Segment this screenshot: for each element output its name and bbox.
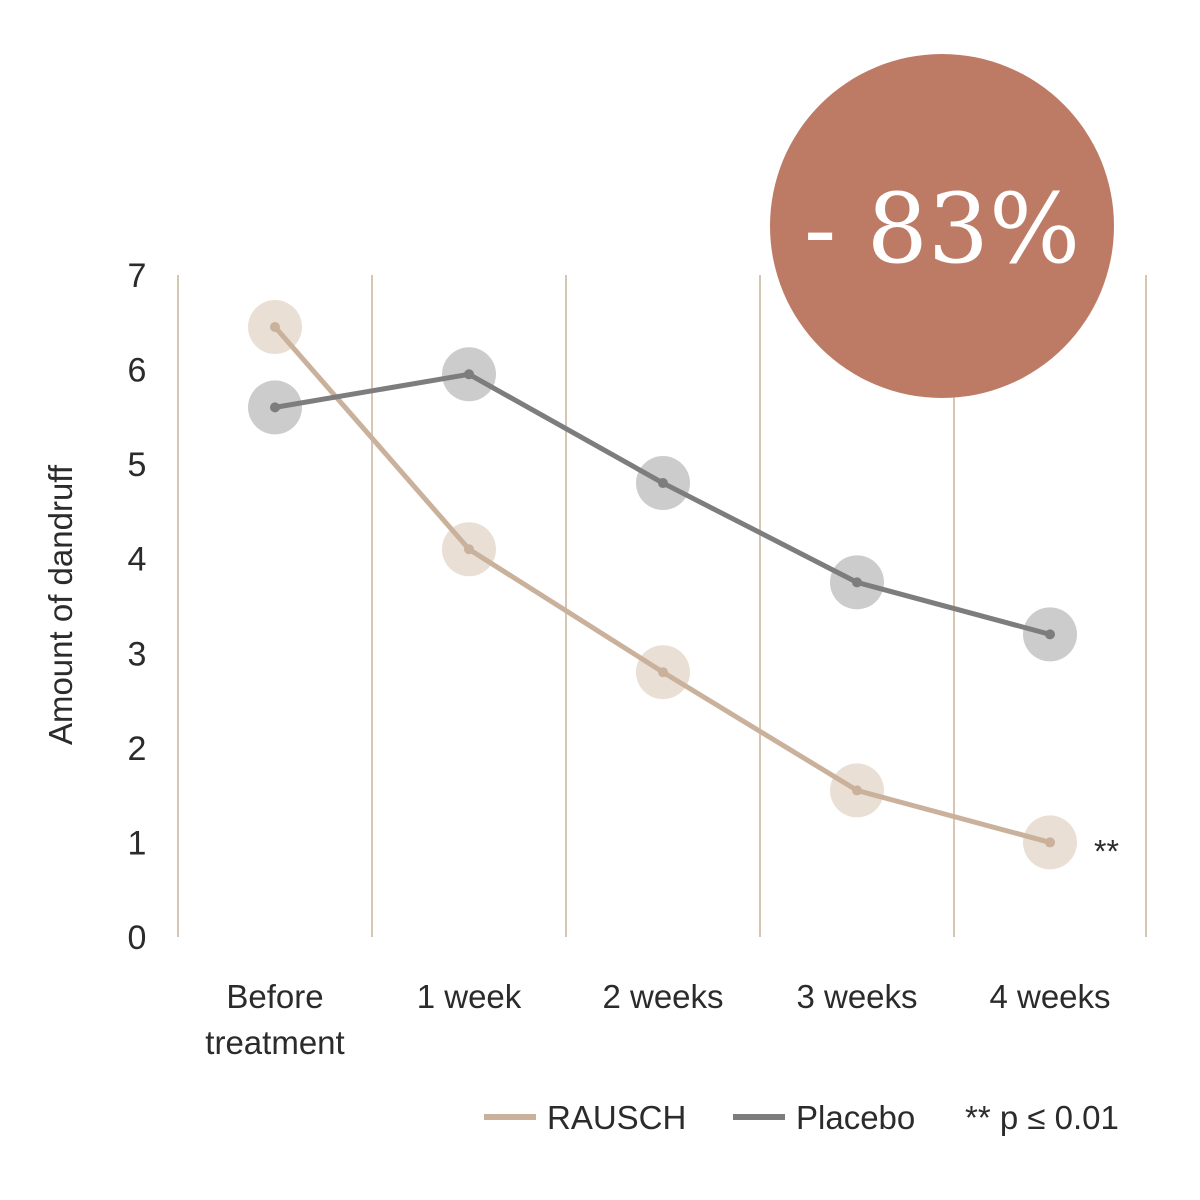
badge-circle — [770, 54, 1114, 398]
placebo-point — [658, 478, 668, 489]
x-axis: Before treatment 1 week 2 weeks 3 weeks 4 wee… — [205, 978, 1110, 1061]
y-tick-label: 3 — [128, 635, 147, 673]
y-tick-label: 4 — [128, 541, 147, 579]
legend-significance-note: ** p ≤ 0.01 — [965, 1099, 1119, 1136]
x-tick-label: 4 weeks — [989, 978, 1110, 1015]
reduction-badge: - 83% — [770, 54, 1114, 398]
y-tick-label: 1 — [128, 824, 147, 862]
legend: RAUSCH Placebo ** p ≤ 0.01 — [484, 1099, 1119, 1136]
rausch-point — [1045, 837, 1055, 848]
rausch-point — [658, 667, 668, 678]
dot-layer — [270, 322, 1055, 848]
placebo-point — [270, 402, 280, 413]
x-tick-label: 3 weeks — [796, 978, 917, 1015]
y-tick-label: 0 — [128, 919, 147, 957]
placebo-point — [1045, 629, 1055, 640]
legend-rausch-label: RAUSCH — [547, 1099, 686, 1136]
legend-placebo-label: Placebo — [796, 1099, 915, 1136]
rausch-series-line — [272, 324, 1053, 845]
y-tick-label: 2 — [128, 730, 147, 768]
rausch-point — [852, 785, 862, 796]
rausch-point — [270, 322, 280, 333]
badge-text: - 83% — [804, 173, 1080, 285]
y-axis-label: Amount of dandruff — [42, 464, 79, 745]
x-tick-label: 1 week — [417, 978, 522, 1015]
x-tick-label: 2 weeks — [602, 978, 723, 1015]
y-tick-label: 7 — [128, 257, 147, 295]
y-tick-label: 5 — [128, 446, 147, 484]
y-tick-label: 6 — [128, 352, 147, 390]
rausch-point — [464, 544, 474, 555]
significance-annotation: ** — [1094, 833, 1119, 869]
y-axis: 0 1 2 3 4 5 6 7 — [128, 257, 147, 957]
placebo-point — [852, 577, 862, 588]
x-tick-label: Before treatment — [205, 978, 344, 1061]
line-layer — [272, 324, 1053, 845]
placebo-point — [464, 369, 474, 380]
series-group — [248, 300, 1077, 870]
